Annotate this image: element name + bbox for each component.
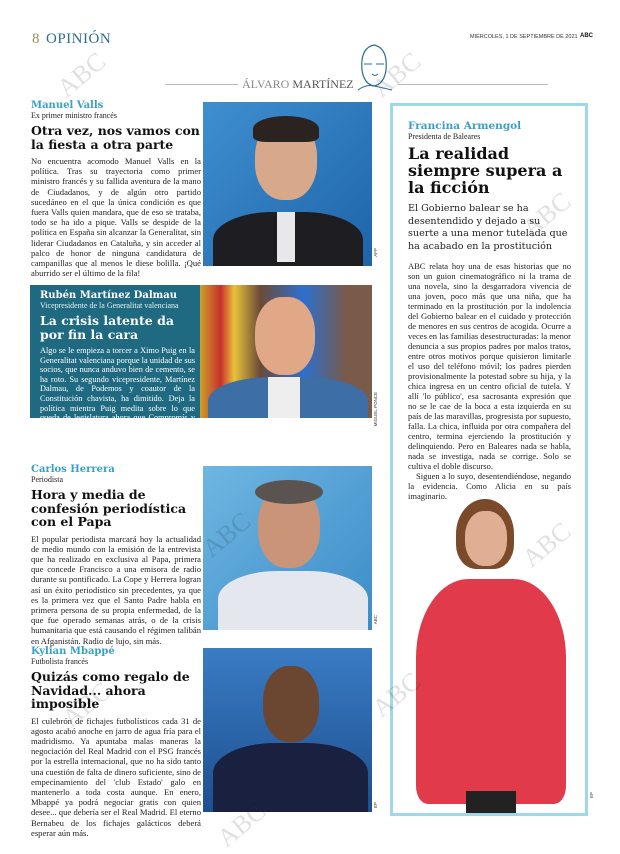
person-role: Vicepresidente de la Generalitat valenci… xyxy=(40,301,179,310)
photo-credit: ABC xyxy=(373,615,378,625)
person-role: Ex primer ministro francés xyxy=(31,111,117,120)
featured-article-box: Francina Armengol Presidenta de Baleares… xyxy=(390,103,588,816)
author-first: ÁLVARO xyxy=(242,77,290,91)
photo-herrera xyxy=(203,466,372,630)
article-herrera: Carlos Herrera Periodista Hora y media d… xyxy=(31,464,201,646)
photo-credit: EP xyxy=(589,792,594,799)
person-name: Kylian Mbappé xyxy=(31,646,115,657)
issue-date: MIÉRCOLES, 1 DE SEPTIEMBRE DE 2021 xyxy=(470,34,578,40)
headline: Hora y media de confesión periodística c… xyxy=(31,487,187,529)
person-role: Periodista xyxy=(31,475,63,484)
article-body: El culebrón de fichajes futbolísticos ca… xyxy=(31,715,201,838)
divider xyxy=(165,84,238,85)
article-body-closing: Siguen a lo suyo, desentendiéndose, nega… xyxy=(408,471,571,501)
article-body: ABC relata hoy una de esas historias que… xyxy=(408,261,571,471)
lead-text: El Gobierno balear se ha desentendido y … xyxy=(408,203,568,252)
photo-credit: AFP xyxy=(373,248,378,257)
section-title: OPINIÓN xyxy=(46,31,112,47)
article-dalmau: Rubén Martínez Dalmau Vicepresidente de … xyxy=(30,285,372,441)
article-valls: Manuel Valls Ex primer ministro francés … xyxy=(31,100,201,278)
photo-armengol xyxy=(411,491,571,813)
article-mbappe: Kylian Mbappé Futbolista francés Quizás … xyxy=(31,646,201,838)
headline: Otra vez, nos vamos con la fiesta a otra… xyxy=(31,123,200,152)
divider xyxy=(398,84,548,85)
article-body: El popular periodista marcará hoy la act… xyxy=(31,533,201,646)
person-name: Carlos Herrera xyxy=(31,464,115,475)
person-name: Manuel Valls xyxy=(31,100,104,111)
headline: Quizás como regalo de Navidad... ahora i… xyxy=(31,669,190,711)
person-role: Presidenta de Baleares xyxy=(408,132,481,141)
photo-credit: MIGUEL PONCE xyxy=(373,392,378,427)
columnist-caricature-icon xyxy=(357,44,393,91)
article-body: No encuentra acomodo Manuel Valls en la … xyxy=(31,156,201,279)
person-role: Futbolista francés xyxy=(31,657,89,666)
headline: La crisis latente da por fin la cara xyxy=(40,313,174,342)
photo-mbappe xyxy=(203,648,372,812)
brand-name: ABC xyxy=(580,33,593,39)
watermark: ABC xyxy=(51,46,112,103)
author-last: MARTÍNEZ xyxy=(292,77,354,91)
columnist-name: ÁLVARO MARTÍNEZ xyxy=(242,77,354,92)
article-body: Algo se le empieza a torcer a Ximo Puig … xyxy=(40,346,195,442)
photo-valls xyxy=(203,102,372,266)
photo-credit: EP xyxy=(373,802,378,809)
headline: La realidad siempre supera a la ficción xyxy=(408,144,563,197)
person-name: Francina Armengol xyxy=(408,120,522,132)
person-name: Rubén Martínez Dalmau xyxy=(40,290,177,301)
page-number: 8 xyxy=(32,31,40,47)
photo-dalmau xyxy=(200,285,372,418)
